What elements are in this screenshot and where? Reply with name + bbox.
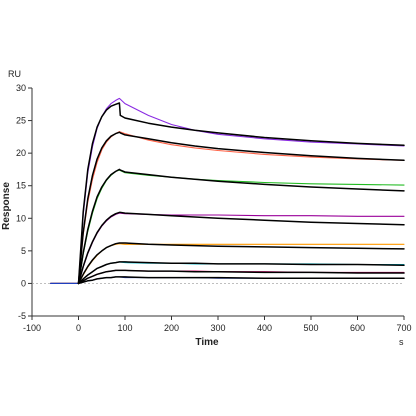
y-tick-label: 0 <box>21 278 26 288</box>
fit-curve-15 <box>77 276 405 285</box>
x-tick-label: -100 <box>23 323 41 333</box>
fit-curve-12 <box>77 242 405 285</box>
y-tick-label: 5 <box>21 246 26 256</box>
fit-curve-14 <box>77 269 405 285</box>
x-tick-label: 100 <box>117 323 132 333</box>
fit-curve-13 <box>77 261 405 285</box>
y-tick-label: 15 <box>16 181 26 191</box>
y-axis-title: Response <box>1 182 12 230</box>
axes-group: -5 0 5 10 15 20 25 30 -100 0 100 200 300 400 500 600 700 <box>16 83 412 333</box>
fit-curve-11 <box>77 211 405 285</box>
x-tick-label: 0 <box>76 323 81 333</box>
x-tick-label: 500 <box>303 323 318 333</box>
fit-curve-9 <box>77 131 405 285</box>
fit-curve-10 <box>77 168 405 285</box>
x-tick-label: 200 <box>164 323 179 333</box>
x-unit-label: s <box>399 337 404 347</box>
fit-curve-8 <box>77 102 405 285</box>
y-tick-label: 20 <box>16 148 26 158</box>
y-tick-label: 30 <box>16 83 26 93</box>
x-tick-label: 700 <box>396 323 411 333</box>
y-tick-label: -5 <box>18 311 26 321</box>
plot-lines-group <box>50 97 405 285</box>
x-tick-label: 600 <box>350 323 365 333</box>
y-tick-label: 10 <box>16 213 26 223</box>
x-tick-label: 300 <box>210 323 225 333</box>
y-unit-label: RU <box>8 69 21 79</box>
x-tick-label: 400 <box>257 323 272 333</box>
x-axis-title: Time <box>195 337 219 348</box>
y-tick-label: 25 <box>16 116 26 126</box>
